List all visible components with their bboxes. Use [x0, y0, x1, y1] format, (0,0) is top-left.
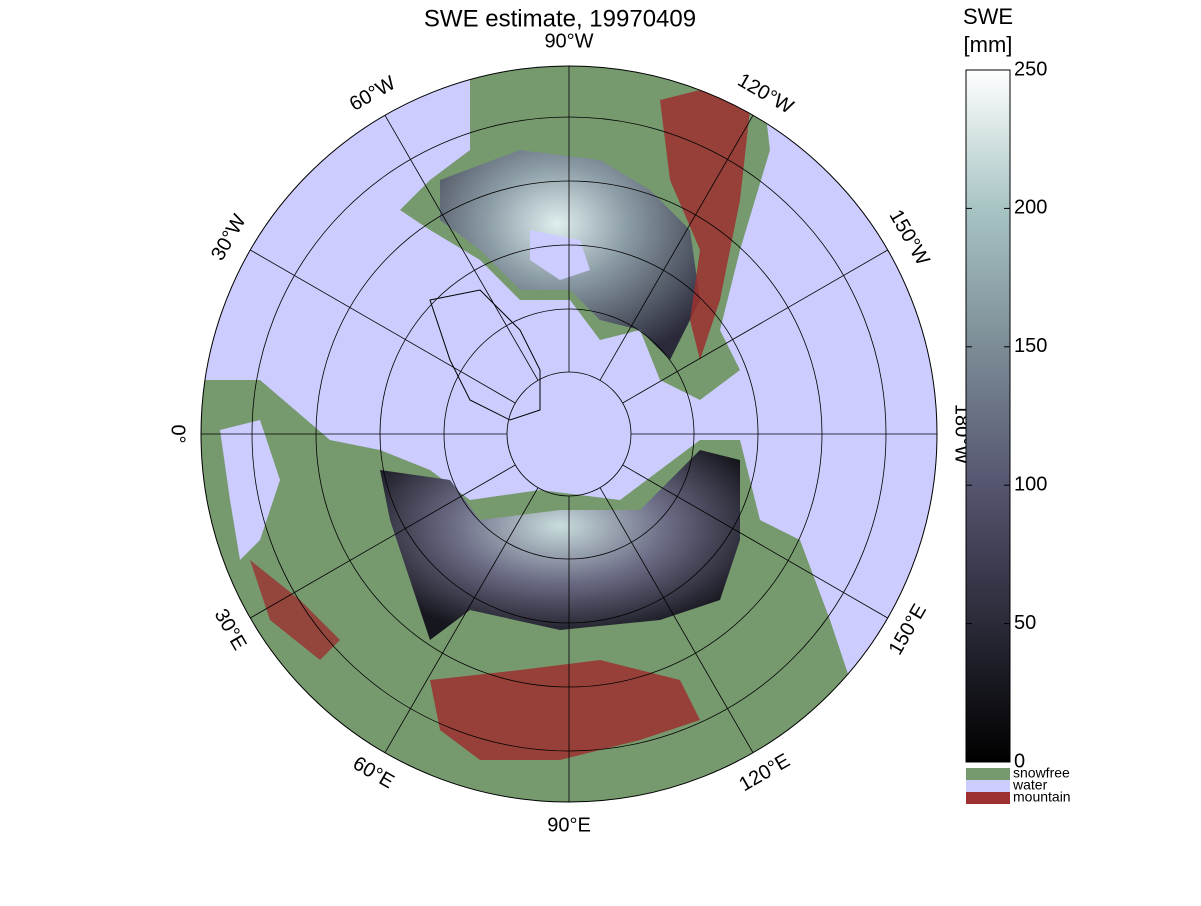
longitude-label: 60°W: [346, 72, 400, 116]
colorbar-tick-label: 100: [1014, 473, 1047, 495]
hudson-bay: [530, 230, 590, 280]
longitude-label: 90°W: [544, 30, 593, 52]
longitude-label: 90°E: [547, 814, 591, 836]
colorbar-ticks: 0 50 100 150 200 250: [966, 58, 1047, 772]
mountain-rockies: [660, 90, 750, 360]
colorbar-tick-label: 50: [1014, 612, 1036, 634]
legend-label: snowfree: [1013, 765, 1070, 781]
mountain-central-asia: [430, 660, 700, 760]
legend-label: water: [1012, 777, 1048, 793]
meridian: [622, 249, 888, 404]
longitude-label: 30°W: [207, 211, 251, 265]
meridian: [384, 487, 539, 753]
legend-swatch: [966, 780, 1010, 792]
meridian: [622, 464, 888, 619]
colorbar-tick-label: 250: [1014, 58, 1047, 80]
meridian: [250, 464, 516, 619]
graticule: [201, 66, 937, 802]
colorbar-label: SWE: [963, 4, 1013, 29]
meridian: [599, 487, 754, 753]
colorbar-tick-label: 200: [1014, 197, 1047, 219]
colorbar-tick-label: 150: [1014, 335, 1047, 357]
meridian: [250, 249, 516, 404]
colorbar-tick-label: 0: [1014, 750, 1025, 772]
colorbar: [965, 69, 1011, 763]
mountain-europe: [250, 560, 340, 660]
longitude-label: 0°: [167, 424, 189, 443]
meridian: [599, 115, 754, 381]
longitude-label: 30°E: [210, 605, 251, 654]
map-body: [201, 66, 937, 802]
legend-swatch: [966, 792, 1010, 804]
meridian: [384, 115, 539, 381]
snow-eurasia: [380, 450, 740, 640]
colorbar-label: [mm]: [964, 32, 1013, 57]
legend-label: mountain: [1013, 789, 1071, 805]
title: SWE estimate, 19970409: [424, 5, 696, 32]
longitude-label: 60°E: [349, 752, 398, 793]
legend-swatch: [966, 768, 1010, 780]
